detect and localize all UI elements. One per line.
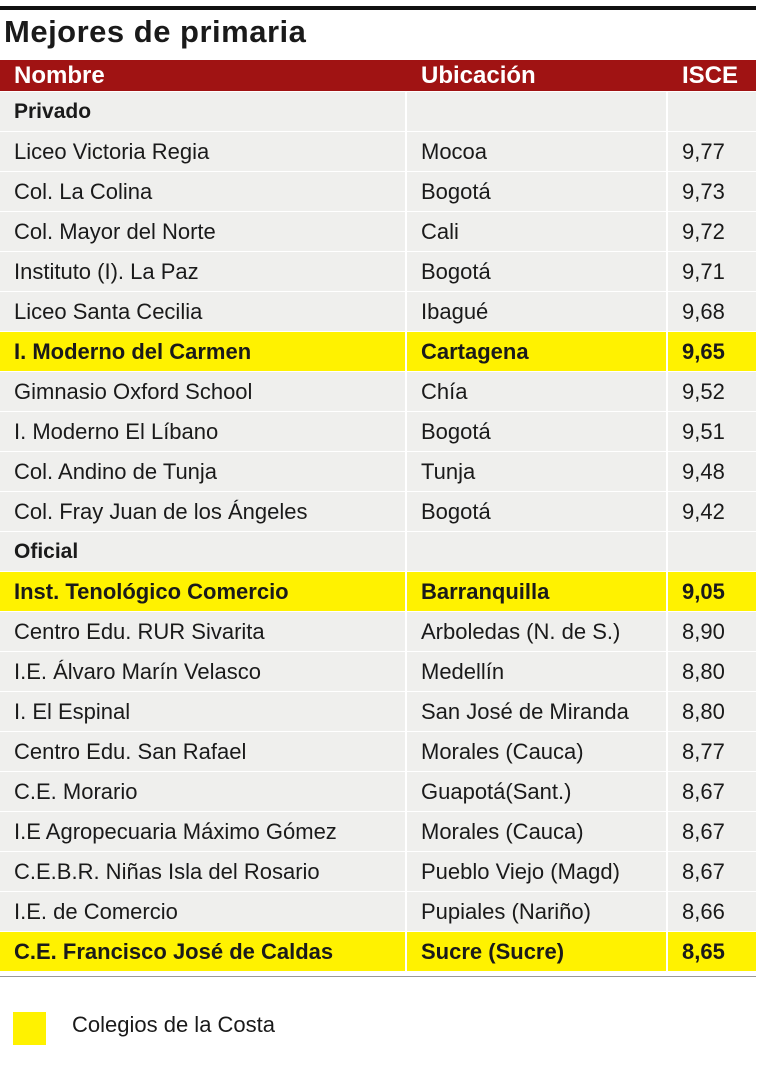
legend-label: Colegios de la Costa xyxy=(72,1012,276,1037)
table-cell: Centro Edu. San Rafael xyxy=(0,732,407,771)
table-row: C.E. Francisco José de Caldas Sucre (Sucr… xyxy=(0,932,756,972)
table-cell: C.E. Morario xyxy=(0,772,407,811)
table-cell: 8,65 xyxy=(668,932,756,971)
table-cell: Bogotá xyxy=(407,252,668,291)
table-cell: 9,42 xyxy=(668,492,756,531)
table-cell: I.E. de Comercio xyxy=(0,892,407,931)
table-row: Centro Edu. San Rafael Morales (Cauca) 8,7… xyxy=(0,732,756,772)
table-cell: Col. Fray Juan de los Ángeles xyxy=(0,492,407,531)
table-row: Centro Edu. RUR Sivarita Arboledas (N. de… xyxy=(0,612,756,652)
table-cell: 8,67 xyxy=(668,772,756,811)
table-cell: Col. La Colina xyxy=(0,172,407,211)
table-cell: Liceo Victoria Regia xyxy=(0,132,407,171)
table-row: C.E.B.R. Niñas Isla del Rosario Pueblo Vi… xyxy=(0,852,756,892)
table-cell: 9,65 xyxy=(668,332,756,371)
table-cell: Morales (Cauca) xyxy=(407,732,668,771)
table-cell: Instituto (I). La Paz xyxy=(0,252,407,291)
table-cell: 9,73 xyxy=(668,172,756,211)
empty-cell xyxy=(407,92,668,131)
table-cell: San José de Miranda xyxy=(407,692,668,731)
table-cell: Gimnasio Oxford School xyxy=(0,372,407,411)
table-row: Col. La Colina Bogotá 9,73 xyxy=(0,172,756,212)
table-row: Col. Fray Juan de los Ángeles Bogotá 9,42 xyxy=(0,492,756,532)
section-label: Oficial xyxy=(0,532,407,571)
table-cell: Medellín xyxy=(407,652,668,691)
table-cell: Pueblo Viejo (Magd) xyxy=(407,852,668,891)
table-row: Col. Mayor del Norte Cali 9,72 xyxy=(0,212,756,252)
table-row: I. El Espinal San José de Miranda 8,80 xyxy=(0,692,756,732)
table-cell: 8,90 xyxy=(668,612,756,651)
table-cell: I. Moderno El Líbano xyxy=(0,412,407,451)
table-cell: I. Moderno del Carmen xyxy=(0,332,407,371)
section-row: Oficial xyxy=(0,532,756,572)
table-cell: Tunja xyxy=(407,452,668,491)
table-cell: Chía xyxy=(407,372,668,411)
table-cell: C.E. Francisco José de Caldas xyxy=(0,932,407,971)
table-cell: 9,71 xyxy=(668,252,756,291)
table-cell: Col. Mayor del Norte xyxy=(0,212,407,251)
table-cell: I.E. Álvaro Marín Velasco xyxy=(0,652,407,691)
table-cell: Ibagué xyxy=(407,292,668,331)
table-cell: Liceo Santa Cecilia xyxy=(0,292,407,331)
table-cell: 9,05 xyxy=(668,572,756,611)
table-cell: 9,68 xyxy=(668,292,756,331)
table-cell: 8,80 xyxy=(668,652,756,691)
table-cell: Cartagena xyxy=(407,332,668,371)
table-cell: Bogotá xyxy=(407,172,668,211)
table-cell: 9,48 xyxy=(668,452,756,491)
table-row: Liceo Victoria Regia Mocoa 9,77 xyxy=(0,132,756,172)
table-cell: Bogotá xyxy=(407,412,668,451)
header-row: Nombre Ubicación ISCE xyxy=(0,60,756,92)
table-cell: 8,77 xyxy=(668,732,756,771)
table-row: Col. Andino de Tunja Tunja 9,48 xyxy=(0,452,756,492)
table-row: I.E. Álvaro Marín Velasco Medellín 8,80 xyxy=(0,652,756,692)
table-cell: I.E Agropecuaria Máximo Gómez xyxy=(0,812,407,851)
empty-cell xyxy=(668,532,756,571)
table-cell: 9,77 xyxy=(668,132,756,171)
table-cell: 9,52 xyxy=(668,372,756,411)
table-cell: 8,66 xyxy=(668,892,756,931)
table-row: C.E. Morario Guapotá(Sant.) 8,67 xyxy=(0,772,756,812)
bottom-rule xyxy=(0,976,756,977)
table-row: I.E Agropecuaria Máximo Gómez Morales (Ca… xyxy=(0,812,756,852)
table-row: Inst. Tenológico Comercio Barranquilla 9,0… xyxy=(0,572,756,612)
table-cell: 9,51 xyxy=(668,412,756,451)
table-cell: 9,72 xyxy=(668,212,756,251)
table-cell: 8,80 xyxy=(668,692,756,731)
title: Mejores de primaria xyxy=(4,14,307,49)
empty-cell xyxy=(407,532,668,571)
table-cell: Inst. Tenológico Comercio xyxy=(0,572,407,611)
table-row: I. Moderno El Líbano Bogotá 9,51 xyxy=(0,412,756,452)
table-row: Liceo Santa Cecilia Ibagué 9,68 xyxy=(0,292,756,332)
table-row: Instituto (I). La Paz Bogotá 9,71 xyxy=(0,252,756,292)
table-cell: Sucre (Sucre) xyxy=(407,932,668,971)
table-cell: Arboledas (N. de S.) xyxy=(407,612,668,651)
table-cell: Pupiales (Nariño) xyxy=(407,892,668,931)
header-cell: Ubicación xyxy=(407,60,668,91)
table-row: I.E. de Comercio Pupiales (Nariño) 8,66 xyxy=(0,892,756,932)
table-row: I. Moderno del Carmen Cartagena 9,65 xyxy=(0,332,756,372)
table-cell: 8,67 xyxy=(668,812,756,851)
table-cell: Mocoa xyxy=(407,132,668,171)
top-rule xyxy=(0,6,756,10)
empty-cell xyxy=(668,92,756,131)
table: Nombre Ubicación ISCE Privado Liceo Victoria… xyxy=(0,60,756,972)
table-cell: C.E.B.R. Niñas Isla del Rosario xyxy=(0,852,407,891)
table-cell: Col. Andino de Tunja xyxy=(0,452,407,491)
header-cell: Nombre xyxy=(0,60,407,91)
table-cell: 8,67 xyxy=(668,852,756,891)
table-cell: Barranquilla xyxy=(407,572,668,611)
table-cell: Bogotá xyxy=(407,492,668,531)
table-cell: Centro Edu. RUR Sivarita xyxy=(0,612,407,651)
table-row: Gimnasio Oxford School Chía 9,52 xyxy=(0,372,756,412)
table-cell: Cali xyxy=(407,212,668,251)
table-cell: Morales (Cauca) xyxy=(407,812,668,851)
header-cell: ISCE xyxy=(668,60,756,91)
section-row: Privado xyxy=(0,92,756,132)
table-cell: I. El Espinal xyxy=(0,692,407,731)
legend-swatch xyxy=(13,1012,46,1045)
section-label: Privado xyxy=(0,92,407,131)
table-cell: Guapotá(Sant.) xyxy=(407,772,668,811)
